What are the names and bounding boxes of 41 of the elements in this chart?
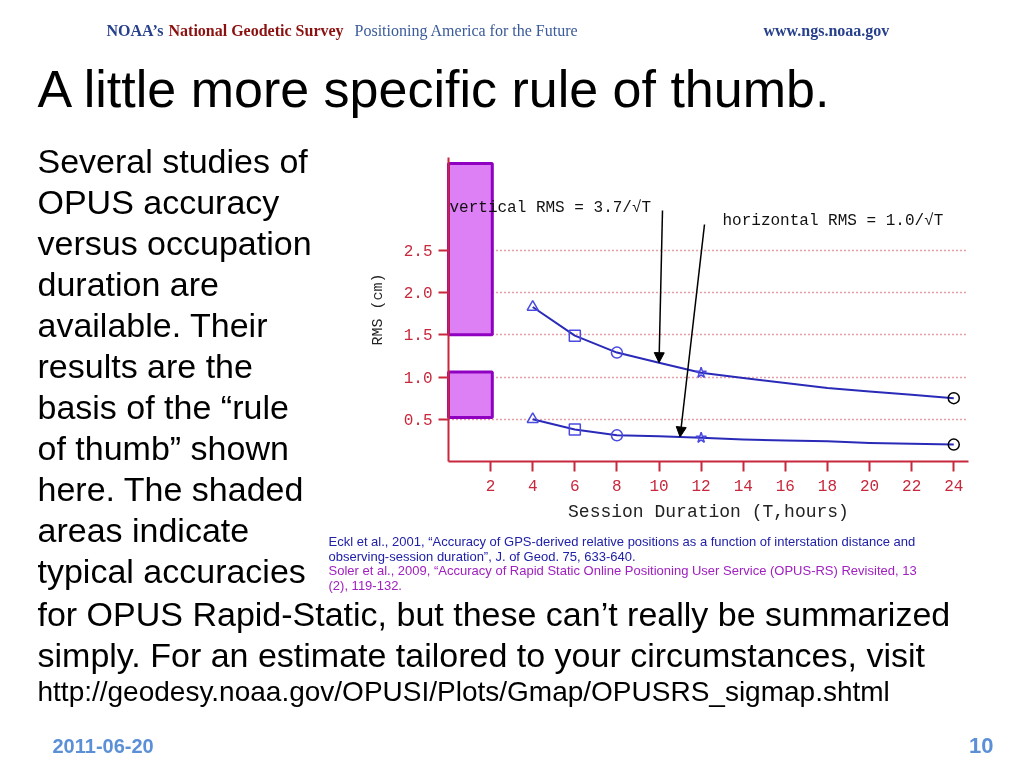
point (568, 329, 582, 342)
y-tick-label: 1.0 (403, 369, 433, 388)
annotation: horizontal RMS = 1.0/√T (722, 211, 944, 230)
text: Eckl et al., 2001, “Accuracy of GPS-derived relative positions as a function of interstation distance and observing-session duration”, J. of Geod. 75, 633-640. (328, 534, 916, 564)
x-tick-label: 4 (527, 477, 538, 496)
point (526, 299, 539, 311)
text: http://geodesy.noaa.gov/OPUSI/Plots/Gmap/OPUSRS_sigmap.shtml (37, 676, 890, 707)
point (947, 438, 961, 451)
text: 10 (969, 733, 994, 758)
y-axis-title: RMS (cm) (369, 273, 387, 346)
y-tick-label: 2.0 (403, 285, 433, 304)
x-tick-label: 6 (570, 477, 580, 496)
y-tick-label: 2.5 (403, 242, 433, 261)
point (695, 366, 708, 379)
x-tick-label: 18 (817, 477, 838, 496)
x-axis-title: Session Duration (T,hours) (568, 501, 849, 522)
text: www.ngs.noaa.gov (763, 22, 890, 40)
x-tick-label: 8 (612, 477, 622, 496)
text: for OPUS Rapid-Static, but these can’t really be summarized simply. For an estimate tailored to your circumstances, visit (37, 594, 951, 674)
x-tick-label: 14 (733, 477, 753, 496)
x-tick-label: 22 (902, 477, 922, 496)
point (568, 423, 582, 436)
text: NOAA’s (106, 22, 164, 39)
point (695, 431, 708, 444)
point (526, 412, 539, 424)
y-tick-label: 0.5 (403, 411, 433, 430)
point (947, 391, 961, 405)
text: 2011-06-20 (52, 734, 154, 757)
text: National Geodetic Survey (168, 22, 344, 40)
chart-title: A little more specific rule of thumb. (37, 59, 830, 118)
x-tick-label: 16 (775, 477, 795, 496)
x-tick-label: 2 (485, 477, 496, 496)
point (610, 346, 624, 359)
x-tick-label: 24 (944, 477, 964, 496)
text: Soler et al., 2009, “Accuracy of Rapid Static Online Positioning User Service (OPUS-RS) Revisited, 13 (2), 119-132. (328, 563, 917, 593)
point (610, 429, 624, 442)
x-tick-label: 10 (649, 477, 669, 496)
x-tick-label: 20 (859, 477, 880, 496)
y-tick-label: 1.5 (403, 327, 433, 346)
x-tick-label: 12 (691, 477, 711, 496)
text: Positioning America for the Future (354, 22, 578, 40)
